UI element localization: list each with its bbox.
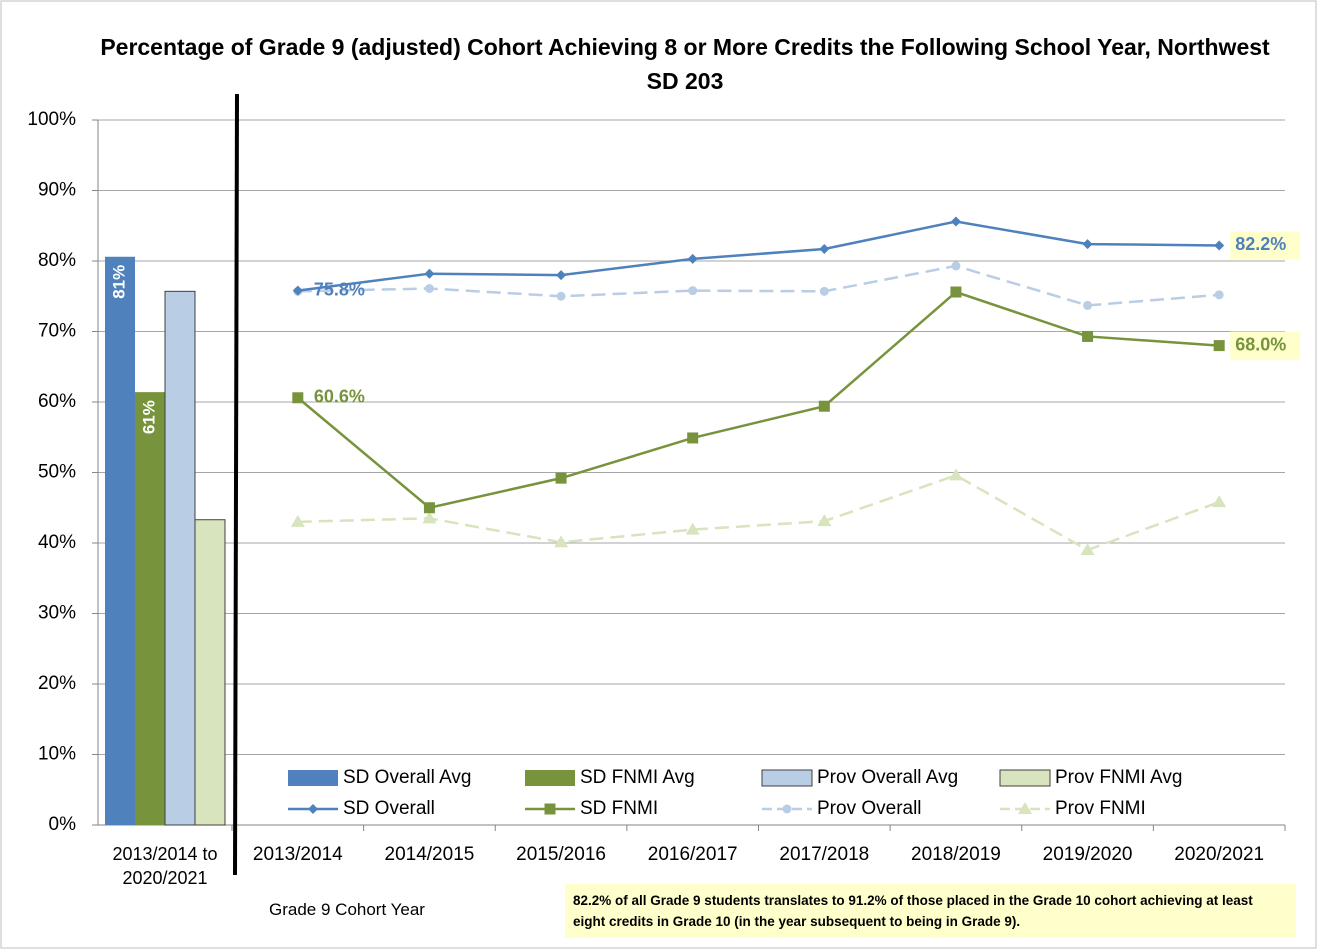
legend-label: SD Overall Avg (343, 767, 471, 788)
point (817, 514, 832, 527)
point (1214, 240, 1225, 251)
line (297, 220, 1220, 292)
point (556, 270, 567, 281)
legend-swatch (761, 769, 813, 787)
point (819, 286, 829, 296)
point (687, 253, 698, 264)
x-axis-label: Grade 9 Cohort Year (269, 900, 425, 919)
x-tick-label: 2018/2019 (911, 844, 1001, 865)
legend-swatch (288, 770, 338, 786)
point (424, 268, 435, 279)
point (819, 244, 830, 255)
line (297, 290, 1220, 510)
point (1214, 290, 1224, 300)
point (685, 522, 700, 535)
data-label: 75.8% (314, 279, 365, 299)
bar (164, 290, 196, 826)
y-tick-label: 100% (27, 109, 76, 130)
point (1080, 543, 1095, 556)
y-tick-label: 40% (38, 532, 76, 553)
legend-label: Prov FNMI Avg (1055, 767, 1182, 788)
label-box (1230, 231, 1301, 260)
legend-swatch (999, 769, 1051, 787)
line (297, 264, 1220, 307)
x-tick-label: 2019/2020 (1043, 844, 1133, 865)
bar (105, 256, 135, 825)
y-tick-label: 0% (49, 814, 77, 835)
legend-label: Prov Overall Avg (817, 767, 958, 788)
x-tick-label: 2014/2015 (385, 844, 475, 865)
legend-swatch (525, 770, 575, 786)
bar-label: 61% (139, 400, 158, 434)
legend-label: Prov Overall (817, 798, 922, 819)
bar-label: 81% (109, 265, 128, 299)
point (950, 216, 961, 227)
point (1082, 330, 1094, 342)
legend-marker (544, 803, 556, 815)
legend-label: SD Overall (343, 798, 435, 819)
y-tick-label: 80% (38, 250, 76, 271)
point (292, 285, 303, 296)
point (948, 468, 963, 481)
x-tick-label: 2015/2016 (516, 844, 606, 865)
x-tick-label: 2016/2017 (648, 844, 738, 865)
point (950, 286, 962, 298)
point (554, 535, 569, 548)
y-tick-label: 70% (38, 321, 76, 342)
data-label: 68.0% (1235, 334, 1286, 354)
x-tick-label: 2013/2014 to 2020/2021 (112, 844, 218, 888)
y-tick-label: 20% (38, 673, 76, 694)
legend-label: SD FNMI (580, 798, 658, 819)
x-tick-label: 2013/2014 (253, 844, 343, 865)
point (422, 511, 437, 524)
point (687, 432, 699, 444)
bar (135, 392, 165, 825)
y-tick-label: 10% (38, 744, 76, 765)
point (1213, 340, 1225, 352)
point (423, 502, 435, 514)
annotation: 82.2% of all Grade 9 students translates… (565, 884, 1296, 938)
point (1082, 239, 1093, 250)
bar (194, 519, 226, 826)
chart-title: Percentage of Grade 9 (adjusted) Cohort … (100, 34, 1270, 94)
legend-label: SD FNMI Avg (580, 767, 695, 788)
legend-label: Prov FNMI (1055, 798, 1146, 819)
data-label: 82.2% (1235, 234, 1286, 254)
legend-marker (308, 804, 318, 814)
point (290, 514, 305, 527)
line (297, 473, 1220, 552)
y-tick-label: 50% (38, 462, 76, 483)
label-box (1230, 331, 1301, 360)
point (818, 400, 830, 412)
y-tick-label: 60% (38, 391, 76, 412)
legend-marker (1018, 802, 1032, 814)
point (555, 472, 567, 484)
point (1212, 495, 1227, 508)
point (1083, 300, 1093, 310)
point (951, 261, 961, 271)
divider (233, 93, 239, 876)
point (292, 392, 304, 404)
y-tick-label: 90% (38, 180, 76, 201)
point (556, 291, 566, 301)
point (688, 286, 698, 296)
y-tick-label: 30% (38, 603, 76, 624)
x-tick-label: 2020/2021 (1174, 844, 1264, 865)
legend-marker (782, 804, 792, 814)
x-tick-label: 2017/2018 (779, 844, 869, 865)
data-label: 60.6% (314, 387, 365, 407)
point (424, 283, 434, 293)
